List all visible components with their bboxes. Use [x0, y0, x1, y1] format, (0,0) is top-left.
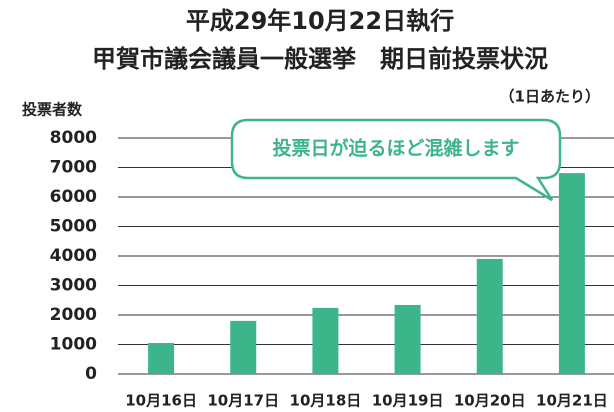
- y-tick-label: 4000: [50, 246, 97, 266]
- x-tick-label: 10月18日: [290, 392, 362, 410]
- x-tick-label: 10月17日: [207, 392, 279, 410]
- y-axis-label: 投票者数: [22, 101, 83, 119]
- y-tick-label: 3000: [50, 276, 97, 296]
- callout-text: 投票日が迫るほど混雑します: [272, 137, 519, 160]
- bar: [476, 258, 503, 374]
- y-tick-label: 0: [85, 364, 97, 384]
- bar: [312, 307, 339, 374]
- y-tick-label: 8000: [50, 128, 97, 148]
- y-tick-label: 1000: [50, 335, 97, 355]
- y-tick-label: 7000: [50, 158, 97, 178]
- x-tick-label: 10月16日: [125, 392, 197, 410]
- y-tick-label: 5000: [50, 217, 97, 237]
- x-tick-label: 10月20日: [454, 392, 526, 410]
- x-tick-label: 10月21日: [536, 392, 608, 410]
- y-tick-label: 6000: [50, 187, 97, 207]
- bar: [394, 304, 421, 374]
- bar: [230, 320, 257, 374]
- bar: [558, 173, 585, 374]
- bar: [148, 343, 175, 374]
- chart-subtitle: 甲賀市議会議員一般選挙 期日前投票状況: [92, 45, 548, 73]
- x-tick-label: 10月19日: [372, 392, 444, 410]
- y-tick-label: 2000: [50, 305, 97, 325]
- chart-title: 平成29年10月22日執行: [186, 7, 454, 35]
- callout-bubble: [230, 118, 562, 202]
- unit-note: （1日あたり）: [500, 88, 600, 106]
